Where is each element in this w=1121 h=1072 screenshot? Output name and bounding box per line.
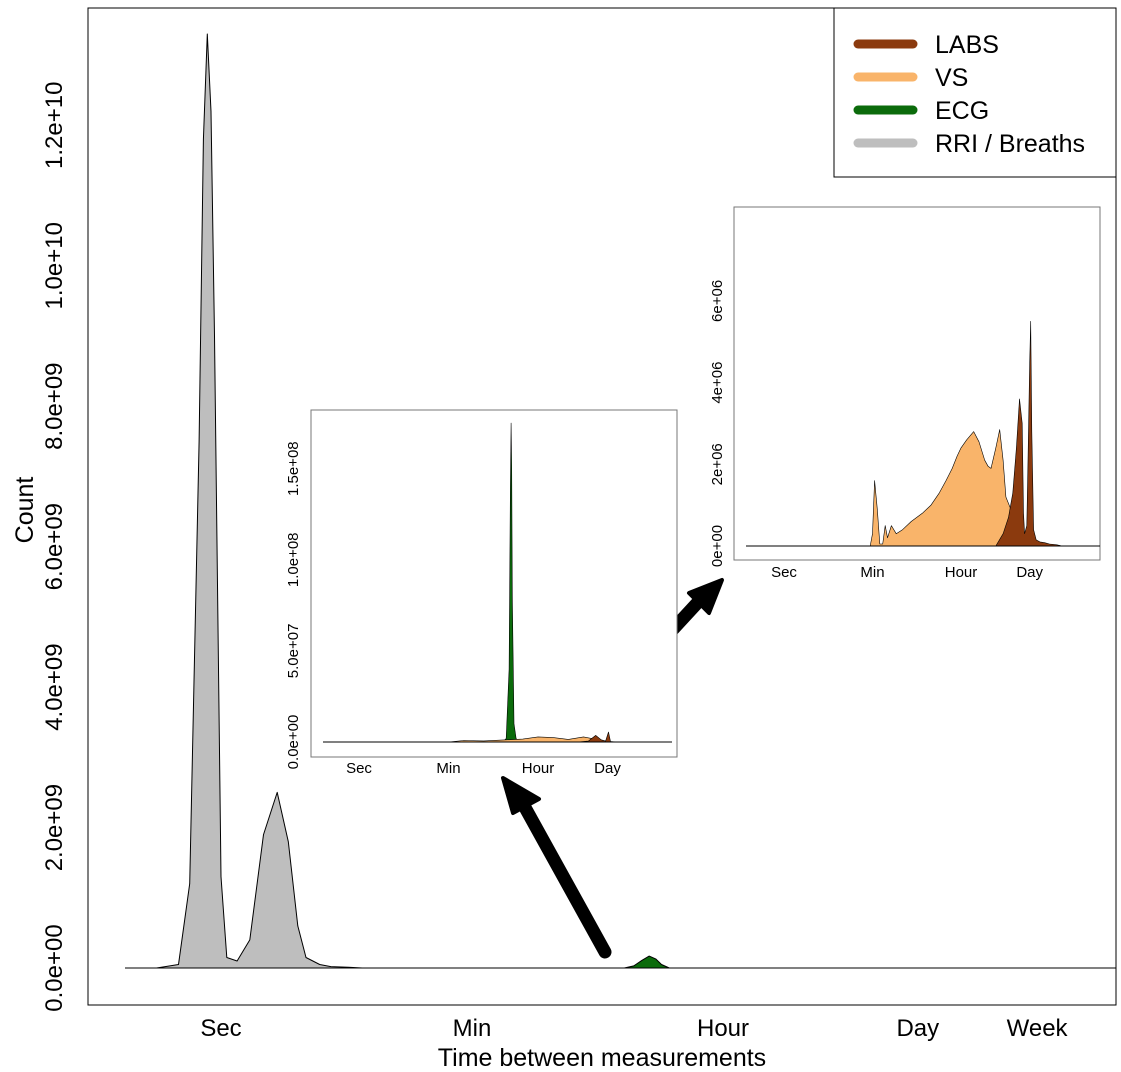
inset-1: 0.0e+00 5.0e+07 1.0e+08 1.5e+08 Sec Min Hour D… bbox=[285, 409, 678, 777]
legend-label-vs: VS bbox=[935, 64, 968, 92]
legend-entries: LABS VS ECG RRI / Breaths bbox=[853, 31, 1085, 158]
main-y-tick-label: 1.2e+10 bbox=[41, 82, 68, 169]
main-plot-frame bbox=[87, 7, 1117, 1006]
main-x-axis-label: Time between measurements bbox=[438, 1044, 766, 1072]
main-x-tick-label-hour: Hour bbox=[697, 1015, 749, 1042]
inset-2-frame bbox=[733, 206, 1101, 561]
main-y-tick-label: 0.0e+00 bbox=[41, 924, 68, 1011]
inset1-x-tick-label-sec: Sec bbox=[346, 760, 372, 777]
main-x-tick-label-min: Min bbox=[453, 1015, 492, 1042]
main-plot: 0.0e+00 2.0e+09 4.0e+09 6.0e+09 8.0e+09 1.0e+… bbox=[11, 7, 1117, 1072]
inset-2-x-axis: Sec Min Hour Day bbox=[771, 564, 1043, 581]
main-y-axis-label: Count bbox=[11, 477, 39, 544]
main-x-tick-label-week: Week bbox=[1007, 1015, 1069, 1042]
main-series-rri-breaths bbox=[156, 33, 363, 969]
inset1-y-tick-label: 0.0e+00 bbox=[285, 715, 302, 770]
main-y-tick-label: 8.0e+09 bbox=[41, 362, 68, 449]
arrow-to-inset1 bbox=[515, 795, 612, 959]
inset-1-frame bbox=[310, 409, 678, 758]
arrow-to-inset1-head bbox=[501, 776, 541, 815]
inset2-y-tick-label: 0e+00 bbox=[709, 525, 726, 567]
arrow-to-inset2-head bbox=[687, 578, 724, 615]
inset1-y-tick-label: 1.5e+08 bbox=[285, 441, 302, 496]
inset2-series-labs bbox=[995, 321, 1063, 547]
inset1-x-tick-label-min: Min bbox=[436, 760, 460, 777]
inset1-x-tick-label-day: Day bbox=[594, 760, 621, 777]
legend-label-ecg: ECG bbox=[935, 97, 989, 125]
inset1-x-tick-label-hour: Hour bbox=[522, 760, 555, 777]
inset2-x-tick-label-day: Day bbox=[1016, 564, 1043, 581]
inset2-x-tick-label-min: Min bbox=[860, 564, 884, 581]
main-y-tick-label: 1.0e+10 bbox=[41, 222, 68, 309]
inset1-y-tick-label: 1.0e+08 bbox=[285, 532, 302, 587]
main-y-tick-label: 4.0e+09 bbox=[41, 643, 68, 730]
legend-box bbox=[833, 7, 1117, 178]
legend: LABS VS ECG RRI / Breaths bbox=[833, 7, 1117, 178]
inset-1-x-axis: Sec Min Hour Day bbox=[346, 760, 621, 777]
main-x-tick-label-day: Day bbox=[896, 1015, 939, 1042]
inset2-y-tick-label: 4e+06 bbox=[709, 362, 726, 404]
main-x-axis: Sec Min Hour Day Week bbox=[200, 1015, 1068, 1042]
legend-label-labs: LABS bbox=[935, 31, 999, 59]
inset-2-series-layer bbox=[869, 321, 1063, 547]
main-series-ecg bbox=[623, 955, 670, 969]
inset2-x-tick-label-sec: Sec bbox=[771, 564, 797, 581]
inset1-y-tick-label: 5.0e+07 bbox=[285, 624, 302, 679]
inset-1-y-axis: 0.0e+00 5.0e+07 1.0e+08 1.5e+08 bbox=[285, 441, 302, 770]
main-y-tick-label: 2.0e+09 bbox=[41, 784, 68, 871]
main-y-axis: 0.0e+00 2.0e+09 4.0e+09 6.0e+09 8.0e+09 1.0e+… bbox=[41, 82, 68, 1012]
inset2-y-tick-label: 6e+06 bbox=[709, 280, 726, 322]
inset2-y-tick-label: 2e+06 bbox=[709, 443, 726, 485]
main-series-layer bbox=[156, 33, 670, 969]
inset2-x-tick-label-hour: Hour bbox=[945, 564, 978, 581]
legend-label-rri-breaths: RRI / Breaths bbox=[935, 130, 1085, 158]
main-y-tick-label: 6.0e+09 bbox=[41, 503, 68, 590]
inset-2-y-axis: 0e+00 2e+06 4e+06 6e+06 bbox=[709, 280, 726, 567]
main-x-tick-label-sec: Sec bbox=[200, 1015, 241, 1042]
inset-2: 0e+00 2e+06 4e+06 6e+06 Sec Min Hour Day bbox=[709, 206, 1101, 581]
